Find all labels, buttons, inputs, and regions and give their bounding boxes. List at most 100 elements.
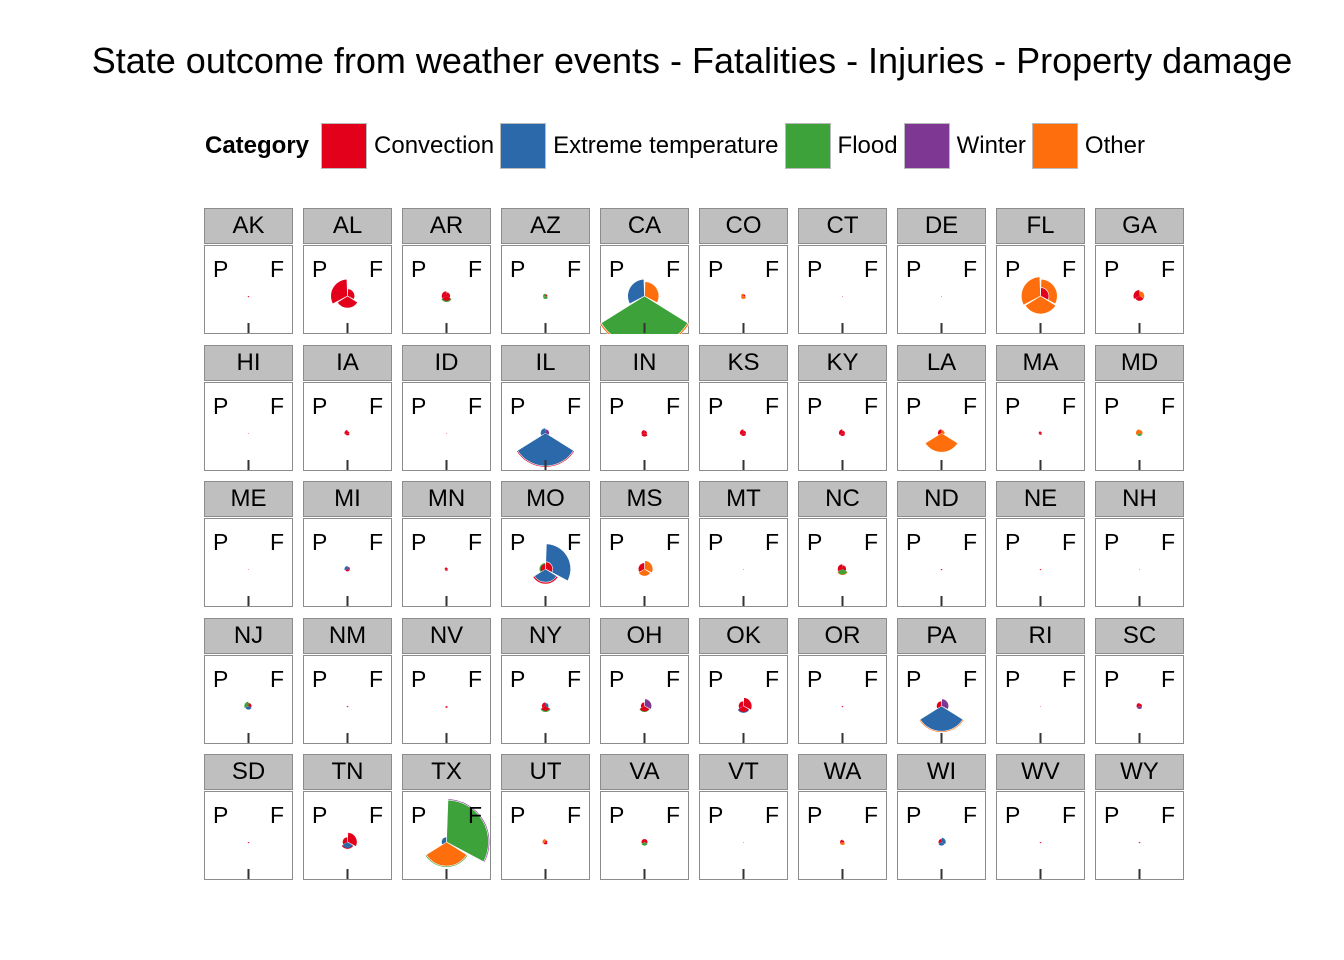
- plot-frame: [402, 381, 491, 471]
- theta-label: F: [1062, 666, 1076, 692]
- wedge-convection: [1040, 431, 1042, 434]
- facet-panel: NM P F: [303, 617, 392, 744]
- legend-item: Extreme temperature: [500, 123, 784, 169]
- wedge-convection: [541, 705, 550, 711]
- wedge-flood: [600, 295, 689, 334]
- facet-strip-label: TX: [402, 754, 491, 790]
- facet-strip-label: KY: [798, 344, 887, 381]
- wedge-other: [644, 281, 660, 304]
- theta-label: P: [510, 802, 525, 828]
- theta-label: F: [270, 393, 284, 419]
- facet-panel: DE P F: [897, 208, 986, 334]
- wedge-convection: [1133, 290, 1140, 299]
- wedge-flood: [542, 296, 549, 299]
- facet-strip-label: ND: [897, 481, 986, 517]
- theta-label: P: [1005, 666, 1020, 692]
- facet-strip-label: DE: [897, 208, 986, 244]
- facet-panel: WY P F: [1095, 754, 1184, 880]
- theta-label: P: [609, 529, 624, 555]
- wedge-convection: [247, 296, 250, 298]
- plot-frame: [699, 245, 788, 334]
- facet-panel: WA P F: [798, 754, 887, 880]
- wedge-other: [637, 568, 652, 577]
- theta-label: P: [1104, 393, 1119, 419]
- theta-label: F: [567, 393, 581, 419]
- wedge-winter: [347, 566, 350, 571]
- facet-strip-label: NC: [798, 481, 887, 517]
- facet-panel: IL P F: [501, 344, 590, 471]
- facet-panel: AK P F: [204, 208, 293, 334]
- facet-strip-label: IN: [600, 344, 689, 381]
- wedge-other: [644, 560, 654, 574]
- facet-strip-label: NV: [402, 617, 491, 654]
- facet-strip-label: TN: [303, 754, 392, 790]
- plot-frame: [798, 518, 887, 607]
- facet-strip-label: AK: [204, 208, 293, 244]
- theta-label: P: [609, 393, 624, 419]
- wedge-extreme-temperature: [545, 702, 549, 707]
- plot-frame: [204, 791, 293, 880]
- wedge-convection: [640, 701, 645, 708]
- plot-frame: [897, 791, 986, 880]
- wedge-extreme-temperature: [941, 837, 946, 844]
- legend-swatch: [501, 124, 546, 168]
- wedge-convection: [442, 296, 451, 301]
- theta-label: P: [906, 393, 921, 419]
- theta-label: P: [1104, 529, 1119, 555]
- facet-strip-label: CT: [798, 208, 887, 244]
- wedge-convection: [937, 428, 942, 435]
- wedge-extreme-temperature: [441, 837, 447, 845]
- theta-label: F: [1161, 256, 1175, 282]
- wedge-convection: [839, 432, 846, 436]
- facet-panel: NV P F: [402, 617, 491, 744]
- facet-strip-label: VT: [699, 754, 788, 790]
- wedge-convection: [1039, 569, 1042, 571]
- theta-label: P: [213, 666, 228, 692]
- legend-label: Convection: [374, 132, 495, 159]
- wedge-convection: [742, 569, 745, 570]
- plot-frame: [996, 381, 1085, 471]
- wedge-convection: [841, 705, 844, 707]
- facet-strip-label: IA: [303, 344, 392, 381]
- legend-key: [1031, 123, 1078, 169]
- facet-strip-label: ID: [402, 344, 491, 381]
- theta-label: F: [963, 666, 977, 692]
- facet-panel: AR P F: [402, 208, 491, 334]
- legend-item: Convection: [321, 123, 500, 169]
- facet-panel: KY P F: [798, 344, 887, 471]
- wedge-convection: [842, 840, 845, 843]
- wedge-convection: [1138, 569, 1141, 570]
- wedge-convection: [543, 842, 548, 845]
- facet-panel: LA P F: [897, 344, 986, 471]
- plot-frame: [996, 791, 1085, 880]
- facet-strip-label: WV: [996, 754, 1085, 790]
- theta-label: P: [312, 256, 327, 282]
- facet-strip-label: SD: [204, 754, 293, 790]
- wedge-convection: [1038, 432, 1043, 435]
- legend-item: Winter: [903, 123, 1032, 169]
- plot-frame: [600, 791, 689, 880]
- plot-frame: [798, 245, 887, 334]
- theta-label: P: [609, 256, 624, 282]
- facet-strip-label: MD: [1095, 344, 1184, 381]
- facet-strip-label: KS: [699, 344, 788, 381]
- theta-label: P: [906, 802, 921, 828]
- wedge-convection: [345, 432, 350, 435]
- wedge-extreme-temperature: [919, 705, 964, 731]
- wedge-convection: [1040, 287, 1050, 301]
- wedge-convection: [644, 839, 648, 844]
- plot-frame: [1095, 654, 1184, 744]
- facet-strip-label: NH: [1095, 481, 1184, 517]
- wedge-extreme-temperature: [540, 427, 546, 435]
